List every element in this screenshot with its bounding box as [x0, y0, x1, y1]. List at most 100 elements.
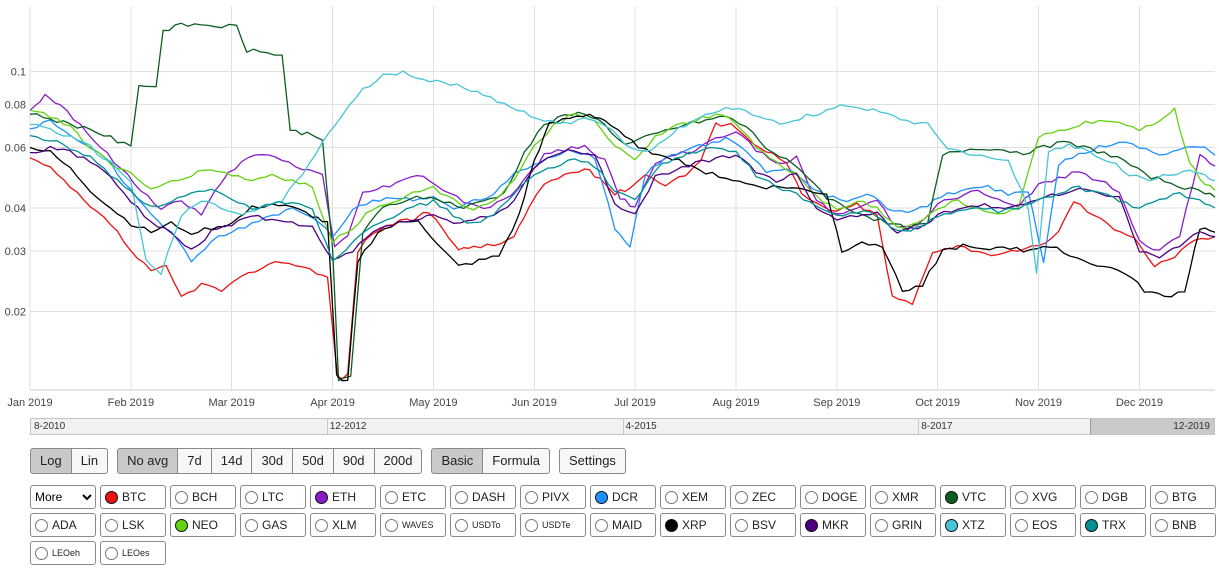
- coin-toggle-maid[interactable]: MAID: [590, 513, 656, 537]
- coin-label: BTC: [122, 490, 146, 504]
- unchecked-radio-icon: [245, 490, 258, 504]
- coin-toggle-xlm[interactable]: XLM: [310, 513, 376, 537]
- x-axis-label: May 2019: [409, 397, 457, 409]
- coin-toggle-usdto[interactable]: USDTo: [450, 513, 516, 537]
- coin-toggle-usdte[interactable]: USDTe: [520, 513, 586, 537]
- mode-basic-button[interactable]: Basic: [431, 448, 484, 474]
- coin-toggle-btg[interactable]: BTG: [1150, 485, 1216, 509]
- y-axis-label: 0.02: [5, 306, 26, 318]
- coin-toggle-ltc[interactable]: LTC: [240, 485, 306, 509]
- scale-lin-button[interactable]: Lin: [70, 448, 109, 474]
- unchecked-radio-icon: [35, 518, 48, 532]
- mode-formula-button[interactable]: Formula: [482, 448, 550, 474]
- coin-label: XVG: [1032, 490, 1058, 504]
- scale-log-button[interactable]: Log: [30, 448, 72, 474]
- coin-label: BTG: [1172, 490, 1197, 504]
- coin-toggle-btc[interactable]: BTC: [100, 485, 166, 509]
- coin-toggle-doge[interactable]: DOGE: [800, 485, 866, 509]
- coin-toggle-bnb[interactable]: BNB: [1150, 513, 1216, 537]
- series-line-xtz: [30, 70, 1216, 276]
- checked-radio-icon: [1085, 518, 1098, 532]
- coin-label: EOS: [1032, 518, 1058, 532]
- avg-button-group: No avg 7d 14d 30d 50d 90d 200d: [117, 448, 423, 474]
- unchecked-radio-icon: [595, 518, 608, 532]
- coin-toggle-dcr[interactable]: DCR: [590, 485, 656, 509]
- time-range-slider[interactable]: 8-2010 12-2012 4-2015 8-2017 12-2019: [30, 418, 1215, 435]
- series-line-trx: [29, 134, 1216, 262]
- avg-no-avg-button[interactable]: No avg: [117, 448, 179, 474]
- coin-toggle-xvg[interactable]: XVG: [1010, 485, 1076, 509]
- coin-label: BCH: [192, 490, 218, 504]
- coin-toggle-pivx[interactable]: PIVX: [520, 485, 586, 509]
- avg-14d-button[interactable]: 14d: [210, 448, 253, 474]
- coin-toggle-xem[interactable]: XEM: [660, 485, 726, 509]
- coin-label: LTC: [262, 490, 284, 504]
- y-axis-label: 0.04: [5, 203, 26, 215]
- settings-button[interactable]: Settings: [558, 448, 626, 474]
- coin-toggle-trx[interactable]: TRX: [1080, 513, 1146, 537]
- coin-toggle-grin[interactable]: GRIN: [870, 513, 936, 537]
- coin-label: BNB: [1172, 518, 1197, 532]
- coin-label: GRIN: [892, 518, 922, 532]
- coin-toggle-ada[interactable]: ADA: [30, 513, 96, 537]
- avg-200d-button[interactable]: 200d: [373, 448, 423, 474]
- unchecked-radio-icon: [245, 518, 258, 532]
- avg-30d-button[interactable]: 30d: [251, 448, 294, 474]
- coin-label: LEOeh: [52, 548, 81, 558]
- unchecked-radio-icon: [105, 546, 118, 560]
- coin-toggle-eth[interactable]: ETH: [310, 485, 376, 509]
- coin-toggle-vtc[interactable]: VTC: [940, 485, 1006, 509]
- coin-toggle-lsk[interactable]: LSK: [100, 513, 166, 537]
- series-line-dcr: [29, 119, 1216, 264]
- coin-toggle-neo[interactable]: NEO: [170, 513, 236, 537]
- coin-toggle-dash[interactable]: DASH: [450, 485, 516, 509]
- checked-radio-icon: [945, 518, 958, 532]
- coin-label: PIVX: [542, 490, 570, 504]
- coin-label: XTZ: [962, 518, 985, 532]
- slider-label: 12-2019: [1173, 421, 1210, 432]
- unchecked-radio-icon: [1155, 518, 1168, 532]
- coin-toggle-leoes[interactable]: LEOes: [100, 541, 166, 565]
- unchecked-radio-icon: [875, 490, 888, 504]
- coin-label: NEO: [192, 518, 219, 532]
- coin-toggle-eos[interactable]: EOS: [1010, 513, 1076, 537]
- unchecked-radio-icon: [525, 518, 538, 532]
- x-axis-label: Dec 2019: [1116, 397, 1163, 409]
- coin-toggle-gas[interactable]: GAS: [240, 513, 306, 537]
- checked-radio-icon: [595, 490, 608, 504]
- series-line-xrp: [29, 113, 1216, 382]
- coin-label: ETH: [332, 490, 356, 504]
- coin-label: XEM: [682, 490, 709, 504]
- unchecked-radio-icon: [455, 490, 468, 504]
- coin-toggle-waves[interactable]: WAVES: [380, 513, 446, 537]
- y-axis-label: 0.1: [11, 66, 26, 78]
- avg-90d-button[interactable]: 90d: [332, 448, 375, 474]
- x-axis-label: Mar 2019: [208, 397, 254, 409]
- coin-label: XMR: [892, 490, 919, 504]
- coin-toggle-dgb[interactable]: DGB: [1080, 485, 1146, 509]
- coin-row: LEOeh LEOes: [30, 541, 1219, 565]
- coin-label: ADA: [52, 518, 77, 532]
- scale-button-group: Log Lin: [30, 448, 109, 474]
- unchecked-radio-icon: [455, 518, 468, 532]
- coin-toggle-zec[interactable]: ZEC: [730, 485, 796, 509]
- coin-toggle-xmr[interactable]: XMR: [870, 485, 936, 509]
- x-axis-label: Nov 2019: [1015, 397, 1062, 409]
- coin-toggle-bch[interactable]: BCH: [170, 485, 236, 509]
- slider-selected-range[interactable]: [1089, 419, 1214, 434]
- avg-50d-button[interactable]: 50d: [292, 448, 334, 474]
- unchecked-radio-icon: [735, 518, 748, 532]
- series-line-neo: [29, 107, 1216, 244]
- slider-tick: [918, 419, 920, 434]
- more-coins-select[interactable]: More: [30, 485, 96, 509]
- coin-label: DGB: [1102, 490, 1129, 504]
- unchecked-radio-icon: [1155, 490, 1168, 504]
- coin-toggle-xtz[interactable]: XTZ: [940, 513, 1006, 537]
- coin-toggle-etc[interactable]: ETC: [380, 485, 446, 509]
- coin-label: MKR: [822, 518, 849, 532]
- coin-toggle-mkr[interactable]: MKR: [800, 513, 866, 537]
- coin-toggle-bsv[interactable]: BSV: [730, 513, 796, 537]
- coin-toggle-leoeh[interactable]: LEOeh: [30, 541, 96, 565]
- coin-toggle-xrp[interactable]: XRP: [660, 513, 726, 537]
- avg-7d-button[interactable]: 7d: [177, 448, 212, 474]
